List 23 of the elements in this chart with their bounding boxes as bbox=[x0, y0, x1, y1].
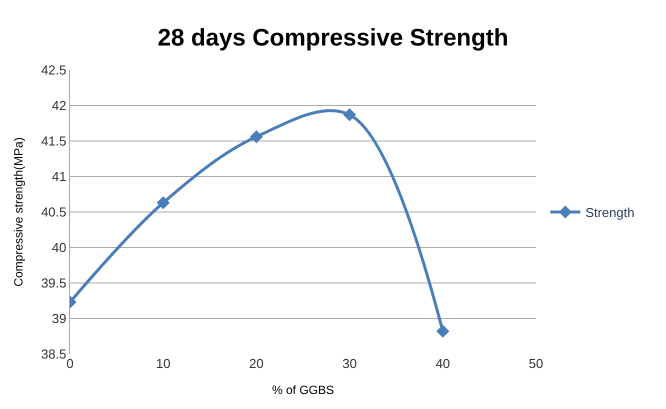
point bbox=[250, 130, 263, 144]
point bbox=[343, 108, 356, 122]
y-tick-label: 38.5 bbox=[41, 346, 66, 362]
y-tick-label: 40 bbox=[52, 240, 66, 256]
y-axis-title: Compressive strength(MPa) bbox=[11, 137, 26, 287]
x-axis-title: % of GGBS bbox=[272, 382, 334, 397]
x-tick-label: 0 bbox=[66, 356, 74, 371]
y-tick-label: 42.5 bbox=[41, 62, 66, 78]
y-tick-label: 42 bbox=[52, 98, 66, 114]
point bbox=[156, 196, 170, 210]
x-tick-label: 30 bbox=[342, 356, 357, 371]
x-tick-label: 20 bbox=[249, 356, 264, 371]
x-tick-label: 40 bbox=[436, 356, 450, 371]
y-tick-label: 41.5 bbox=[41, 134, 66, 149]
point bbox=[436, 324, 450, 338]
legend-label: Strength bbox=[585, 205, 634, 220]
y-tick-label: 40.5 bbox=[41, 204, 66, 220]
x-tick-label: 50 bbox=[528, 356, 544, 371]
chart-title: 28 days Compressive Strength bbox=[158, 24, 508, 52]
y-tick-label: 41 bbox=[52, 169, 66, 184]
y-tick-label: 39 bbox=[52, 311, 66, 326]
y-tick-label: 39.5 bbox=[41, 276, 66, 291]
x-tick-label: 10 bbox=[156, 356, 170, 371]
